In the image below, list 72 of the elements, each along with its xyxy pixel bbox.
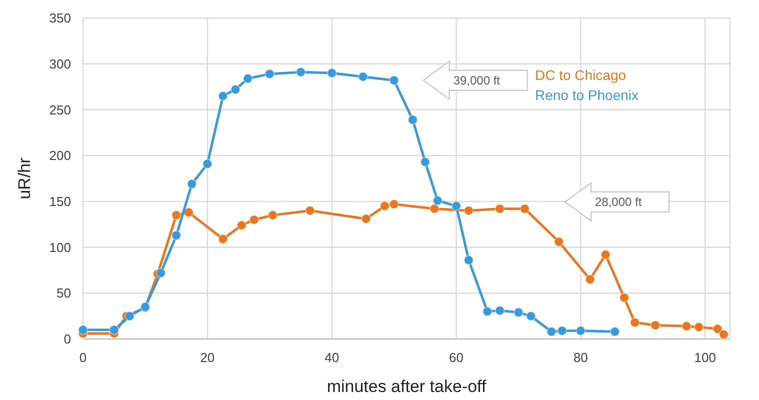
point: [513, 307, 524, 318]
point: [184, 207, 194, 218]
x-tick-label: 0: [79, 350, 87, 365]
point: [610, 326, 620, 337]
point: [296, 67, 306, 78]
point: [202, 158, 212, 169]
y-tick-label: 300: [49, 56, 71, 72]
point: [630, 317, 640, 328]
point: [171, 230, 182, 240]
x-axis-title: minutes after take-off: [326, 377, 486, 396]
point: [268, 210, 278, 220]
text: Reno to Phoenix: [535, 87, 639, 103]
point: [526, 311, 536, 322]
point: [429, 204, 440, 214]
point: [600, 250, 611, 260]
y-tick-label: 200: [49, 148, 71, 164]
point: [432, 196, 443, 206]
point: [482, 306, 492, 316]
point: [218, 90, 228, 101]
point: [236, 220, 247, 230]
point: [557, 326, 568, 336]
point: [464, 255, 474, 266]
point: [464, 206, 474, 216]
point: [124, 311, 135, 322]
point: [576, 326, 586, 336]
point: [494, 204, 505, 214]
point: [681, 321, 692, 332]
point: [218, 234, 228, 244]
y-tick-label: 0: [64, 332, 71, 347]
point: [361, 214, 372, 224]
point: [650, 320, 660, 330]
point: [712, 324, 723, 334]
y-tick-label: 250: [49, 102, 71, 118]
point: [694, 322, 704, 332]
x-tick-label: 100: [694, 350, 716, 365]
y-tick-label: 150: [49, 194, 71, 209]
annotation: 28,000 ft: [595, 195, 642, 210]
point: [718, 329, 729, 340]
y-tick-label: 350: [49, 10, 71, 26]
point: [408, 114, 418, 125]
y-tick-label: 100: [49, 240, 71, 255]
point: [520, 204, 530, 214]
point: [78, 324, 88, 335]
point: [305, 206, 316, 216]
x-tick-label: 60: [449, 350, 464, 365]
point: [109, 324, 120, 335]
point: [264, 68, 275, 79]
point: [156, 268, 166, 278]
point: [494, 306, 505, 316]
point: [389, 75, 400, 86]
point: [619, 292, 630, 303]
point: [242, 74, 253, 84]
x-tick-label: 80: [573, 350, 588, 365]
annotation: 39,000 ft: [453, 73, 501, 88]
x-tick-label: 20: [200, 350, 215, 365]
point: [171, 210, 182, 220]
x-tick-label: 40: [324, 350, 340, 365]
point: [546, 326, 556, 337]
point: [554, 236, 564, 247]
point: [249, 214, 260, 225]
point: [186, 179, 197, 190]
point: [230, 84, 240, 95]
y-axis-title: uR/hr: [15, 157, 34, 200]
text: DC to Chicago: [535, 67, 626, 83]
point: [389, 199, 400, 210]
y-tick-label: 50: [56, 286, 71, 301]
point: [326, 68, 337, 78]
point: [451, 201, 462, 212]
point: [358, 72, 368, 82]
point: [585, 274, 596, 284]
point: [380, 201, 390, 212]
point: [420, 156, 430, 167]
